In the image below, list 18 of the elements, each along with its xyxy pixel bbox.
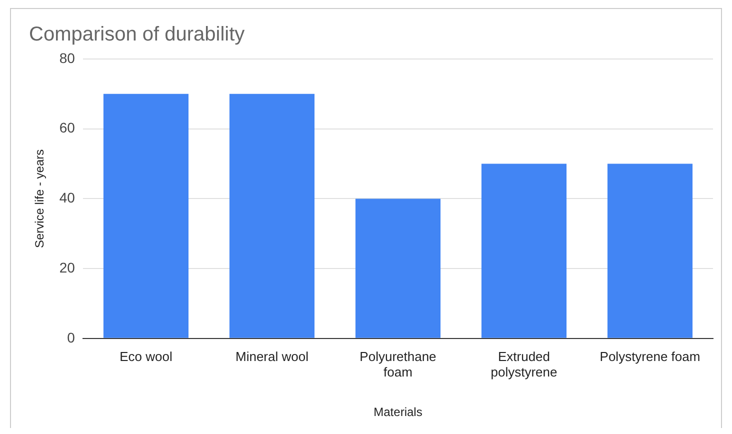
y-tick-label: 20 bbox=[59, 259, 76, 276]
bar bbox=[607, 164, 693, 338]
y-tick-label: 60 bbox=[59, 120, 76, 136]
y-tick-label: 40 bbox=[59, 190, 76, 206]
x-tick-label: Eco wool bbox=[120, 348, 172, 364]
bar bbox=[229, 94, 315, 338]
bar bbox=[103, 94, 188, 338]
y-axis-title: Service life - years bbox=[32, 149, 47, 248]
chart-title: Comparison of durability bbox=[29, 24, 245, 46]
y-tick-label: 0 bbox=[67, 329, 76, 346]
x-tick-label: Mineral wool bbox=[235, 348, 309, 364]
x-tick-label: Polyurethane foam bbox=[360, 348, 436, 380]
bar bbox=[481, 164, 567, 338]
y-tick-label: 80 bbox=[59, 50, 76, 66]
x-tick-label: Extruded polystyrene bbox=[490, 348, 558, 380]
x-axis-title: Materials bbox=[374, 405, 422, 420]
x-tick-label: Polystyrene foam bbox=[600, 348, 700, 364]
bar bbox=[355, 198, 441, 338]
